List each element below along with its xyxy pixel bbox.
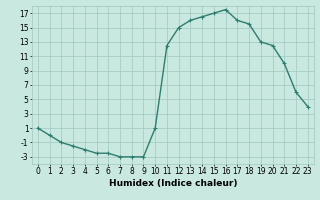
X-axis label: Humidex (Indice chaleur): Humidex (Indice chaleur)	[108, 179, 237, 188]
